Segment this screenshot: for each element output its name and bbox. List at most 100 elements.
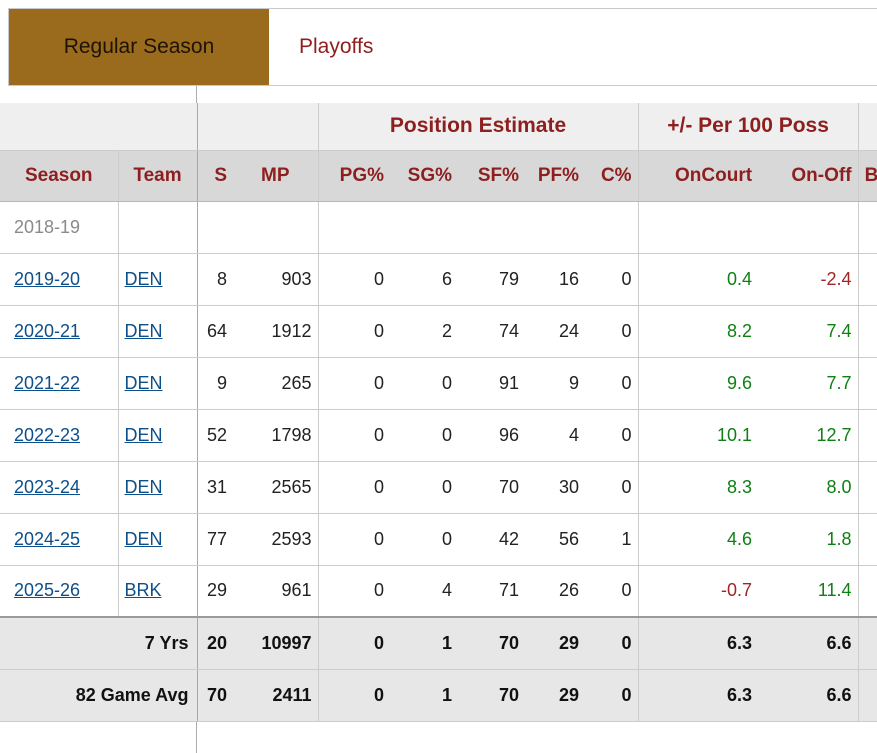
cell-mp: 961 [233, 565, 319, 618]
summary-label: 82 Game Avg [0, 669, 198, 722]
stats-row: 2023-24 DEN 31 2565 0 0 70 30 0 8.3 8.0 [0, 461, 877, 514]
stats-row: 2024-25 DEN 77 2593 0 0 42 56 1 4.6 1.8 [0, 513, 877, 566]
tab-playoffs[interactable]: Playoffs [299, 9, 373, 85]
cell-pf: 24 [525, 305, 585, 358]
cell-sf: 91 [458, 357, 525, 410]
cell-c: 0 [585, 616, 639, 670]
cell-season: 2019-20 [0, 253, 119, 306]
cell-c: 0 [585, 461, 639, 514]
team-link[interactable]: BRK [124, 580, 162, 601]
cell-onoff: -2.4 [758, 253, 859, 306]
season-link[interactable]: 2024-25 [14, 528, 81, 549]
col-header-gs: S [197, 150, 233, 202]
group-position-estimate: Position Estimate [318, 103, 639, 151]
cell-sg: 1 [390, 616, 458, 670]
col-header-pf: PF% [525, 150, 585, 202]
cell-c: 1 [585, 513, 639, 566]
cell-season: 2021-22 [0, 357, 119, 410]
cell-onoff: 7.7 [758, 357, 859, 410]
cell-pf: 26 [525, 565, 585, 618]
cell-team: BRK [118, 565, 198, 618]
cell-pg [318, 201, 390, 254]
cell-sf: 79 [458, 253, 525, 306]
cell-team: DEN [118, 305, 198, 358]
tab-regular-season[interactable]: Regular Season [9, 9, 269, 85]
col-header-season: Season [0, 150, 119, 202]
cell-sf [458, 201, 525, 254]
summary-row: 82 Game Avg 70 2411 0 1 70 29 0 6.3 6.6 [0, 669, 877, 722]
cell-sf: 42 [458, 513, 525, 566]
cell-bp [858, 565, 877, 618]
play-by-play-table: Position Estimate +/- Per 100 Poss Seaso… [0, 103, 877, 722]
stats-table-scroll[interactable]: Position Estimate +/- Per 100 Poss Seaso… [0, 103, 877, 722]
cell-bp [858, 461, 877, 514]
cell-mp: 903 [233, 253, 319, 306]
col-header-team: Team [118, 150, 198, 202]
season-link[interactable]: 2021-22 [14, 372, 81, 393]
cell-bp [858, 513, 877, 566]
cell-bp [858, 669, 877, 722]
team-link[interactable]: DEN [124, 424, 163, 445]
team-link[interactable]: DEN [124, 476, 163, 497]
col-header-sf: SF% [458, 150, 525, 202]
cell-pg: 0 [318, 461, 390, 514]
cell-season: 2025-26 [0, 565, 119, 618]
cell-c: 0 [585, 253, 639, 306]
cell-onoff: 12.7 [758, 409, 859, 462]
cell-onoff: 6.6 [758, 669, 859, 722]
cell-pg: 0 [318, 616, 390, 670]
cell-c: 0 [585, 565, 639, 618]
cell-c [585, 201, 639, 254]
stats-row: 2021-22 DEN 9 265 0 0 91 9 0 9.6 7.7 [0, 357, 877, 410]
group-spacer-right [858, 103, 877, 151]
cell-sg: 6 [390, 253, 458, 306]
tab-playoffs-label: Playoffs [299, 35, 374, 58]
summary-row: 7 Yrs 20 10997 0 1 70 29 0 6.3 6.6 [0, 616, 877, 670]
season-link[interactable]: 2023-24 [14, 476, 81, 497]
cell-c: 0 [585, 305, 639, 358]
team-link[interactable]: DEN [124, 372, 163, 393]
team-link[interactable]: DEN [124, 268, 163, 289]
stats-row: 2019-20 DEN 8 903 0 6 79 16 0 0.4 -2.4 [0, 253, 877, 306]
summary-label: 7 Yrs [0, 616, 198, 670]
tab-regular-season-label: Regular Season [63, 35, 215, 58]
season-link[interactable]: 2022-23 [14, 424, 81, 445]
cell-oncourt: 8.3 [638, 461, 759, 514]
season-link[interactable]: 2019-20 [14, 268, 81, 289]
cell-gs: 70 [197, 669, 233, 722]
cell-gs: 64 [197, 305, 233, 358]
cell-season: 2018-19 [0, 201, 119, 254]
cell-c: 0 [585, 409, 639, 462]
cell-sf: 70 [458, 669, 525, 722]
cell-pf [525, 201, 585, 254]
partial-season-row: 2018-19 [0, 201, 877, 254]
cell-mp: 1798 [233, 409, 319, 462]
team-link[interactable]: DEN [124, 320, 163, 341]
col-header-pg: PG% [318, 150, 390, 202]
cell-onoff: 6.6 [758, 616, 859, 670]
team-link[interactable]: DEN [124, 528, 163, 549]
cell-team: DEN [118, 409, 198, 462]
col-header-oncourt: OnCourt [638, 150, 759, 202]
cell-onoff [758, 201, 859, 254]
col-header-bp: B [858, 150, 877, 202]
cell-sg: 0 [390, 461, 458, 514]
cell-sg: 4 [390, 565, 458, 618]
cell-pg: 0 [318, 409, 390, 462]
cell-bp [858, 305, 877, 358]
cell-mp: 2411 [233, 669, 319, 722]
cell-season: 2020-21 [0, 305, 119, 358]
cell-onoff: 8.0 [758, 461, 859, 514]
cell-team: DEN [118, 461, 198, 514]
cell-team: DEN [118, 357, 198, 410]
season-link[interactable]: 2020-21 [14, 320, 81, 341]
cell-sg [390, 201, 458, 254]
cell-mp: 265 [233, 357, 319, 410]
cell-onoff: 7.4 [758, 305, 859, 358]
cell-sf: 70 [458, 616, 525, 670]
cell-oncourt: 8.2 [638, 305, 759, 358]
cell-pf: 56 [525, 513, 585, 566]
cell-season: 2024-25 [0, 513, 119, 566]
cell-gs: 52 [197, 409, 233, 462]
season-link[interactable]: 2025-26 [14, 580, 81, 601]
